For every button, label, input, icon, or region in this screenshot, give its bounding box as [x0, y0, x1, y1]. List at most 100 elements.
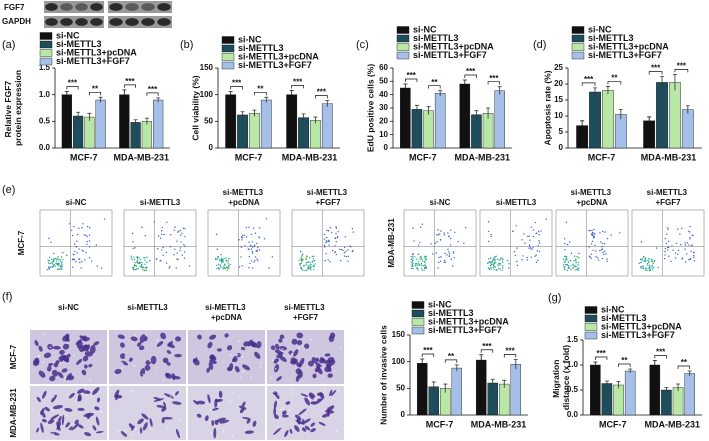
error-bar: [431, 381, 436, 392]
stained-cell: [211, 420, 215, 426]
cytometry-plot: [631, 209, 705, 277]
cytometry-dot: [166, 221, 168, 223]
error-bar: [486, 107, 491, 119]
membrane-pore: [179, 418, 181, 421]
bar: [681, 109, 694, 149]
stained-cell: [77, 388, 85, 394]
cytometry-dot: [51, 263, 54, 265]
cytometry-dot: [50, 266, 52, 268]
cytometry-dot: [95, 244, 98, 246]
cytometry-dot: [182, 227, 185, 230]
cytometry-dot: [259, 227, 261, 229]
cytometry-dot: [73, 225, 75, 228]
y-tick-label: 25: [554, 63, 563, 72]
cytometry-dot: [216, 248, 219, 250]
x-tick-label: MDA-MB-231: [113, 152, 169, 162]
cytometry-dot: [575, 261, 577, 264]
significance-label: ***: [584, 75, 594, 84]
cytometry-dot: [350, 246, 352, 248]
legend-label: si-METTL3+FGF7: [238, 60, 312, 70]
y-tick-label: 0: [401, 410, 406, 419]
cytometry-dot: [488, 268, 491, 271]
bar: [613, 384, 624, 416]
cytometry-dot: [217, 257, 220, 259]
cytometry-dot: [271, 256, 274, 258]
cytometry-dot: [301, 259, 303, 261]
cytometry-dot: [310, 263, 312, 266]
cytometry-dot: [645, 260, 647, 262]
cytometry-dot: [326, 229, 328, 232]
stained-cell: [274, 391, 280, 400]
cytometry-dot: [446, 254, 448, 256]
cytometry-dot: [423, 260, 426, 263]
cytometry-dot: [412, 257, 414, 260]
stained-cell: [59, 349, 65, 355]
significance-bracket: [254, 91, 267, 96]
cytometry-dot: [664, 247, 667, 250]
cytometry-dot: [411, 267, 413, 270]
x-tick-label: MDA-MB-231: [644, 419, 700, 429]
cytometry-dot: [564, 243, 566, 245]
y-tick-label: 0.0: [39, 143, 51, 152]
cytometry-dot: [144, 235, 146, 237]
cytometry-dot: [508, 263, 510, 265]
cytometry-dot: [644, 258, 646, 260]
cytometry-dot: [419, 257, 421, 259]
stained-cell: [139, 427, 143, 434]
cytometry-dot: [56, 258, 58, 261]
cytometry-dot: [238, 239, 240, 241]
significance-label: **: [611, 74, 618, 83]
significance-bracket: [66, 86, 79, 90]
cytometry-dot: [527, 235, 529, 238]
cytometry-dot: [142, 266, 145, 268]
cytometry-dot: [420, 267, 423, 270]
significance-bracket: [674, 69, 689, 73]
cytometry-dot: [664, 250, 666, 253]
cytometry-dot: [238, 266, 241, 268]
cytometry-dot: [492, 266, 494, 269]
cytometry-dot: [424, 261, 426, 264]
cytometry-dot: [667, 240, 670, 243]
stained-cell: [52, 345, 61, 350]
cytometry-dot: [325, 253, 327, 255]
stained-cell: [232, 357, 236, 363]
stained-cell: [278, 338, 283, 343]
stained-cell: [234, 366, 240, 373]
stained-cell: [121, 360, 129, 366]
membrane-pore: [231, 434, 234, 437]
stained-cell: [312, 373, 317, 379]
cytometry-dot: [48, 237, 50, 240]
legend-label: si-METTL3: [413, 33, 459, 43]
cytometry-dot: [597, 259, 600, 261]
cytometry-dot: [220, 257, 223, 259]
cytometry-dot: [535, 261, 538, 264]
significance-bracket: [428, 85, 441, 89]
cytometry-dot: [420, 255, 422, 258]
cytometry-dot: [498, 264, 500, 267]
significance-label: ***: [148, 85, 158, 94]
cytometry-dot: [440, 230, 442, 232]
cytometry-dot: [502, 267, 504, 269]
stained-cell: [50, 414, 60, 420]
stained-cell: [197, 334, 202, 340]
stained-cell: [50, 431, 60, 436]
cytometry-dot: [501, 269, 503, 272]
cytometry-dot: [160, 230, 163, 232]
cytometry-dot: [650, 260, 653, 263]
stained-cell: [93, 341, 100, 346]
y-tick-label: 10: [554, 111, 563, 120]
stained-cell: [270, 345, 276, 351]
stained-cell: [153, 396, 161, 401]
cytometry-dot: [131, 258, 133, 261]
stained-cell: [171, 401, 182, 405]
legend-label: si-METTL3: [56, 39, 102, 49]
cytometry-dot: [464, 226, 467, 229]
cytometry-dot: [638, 262, 640, 265]
cytometry-dot: [494, 260, 496, 262]
cytometry-dot: [61, 265, 63, 268]
legend-swatch: [411, 309, 425, 318]
cytometry-dot: [311, 255, 314, 258]
cytometry-dot: [416, 267, 418, 269]
bar: [459, 83, 471, 149]
cytometry-dot: [326, 236, 328, 239]
